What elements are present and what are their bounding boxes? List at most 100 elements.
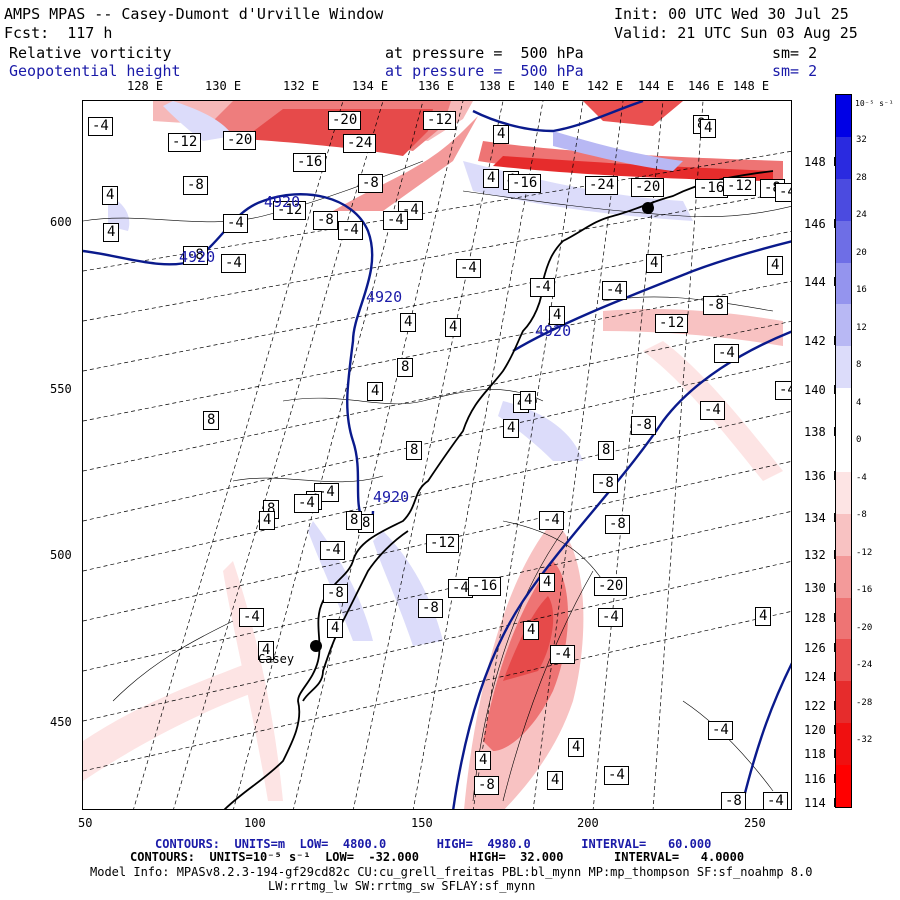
colorbar-swatch [836, 262, 851, 305]
colorbar-swatch [836, 220, 851, 264]
field2-level: at pressure = 500 hPa [385, 62, 584, 80]
vorticity-contour-label: -16 [468, 577, 502, 596]
colorbar-label: -24 [856, 660, 873, 670]
vorticity-contour-label: 8 [203, 411, 220, 430]
colorbar-label: 16 [856, 285, 867, 295]
colorbar-swatch [836, 639, 851, 682]
colorbar-swatch [836, 178, 851, 222]
top-lon-label: 134 E [352, 79, 389, 93]
vorticity-contour-label: 4 [568, 738, 585, 757]
colorbar-label: 28 [856, 172, 867, 183]
vorticity-contour-label: -4 [763, 792, 788, 809]
vorticity-contour-label: -8 [183, 246, 208, 265]
vorticity-contour-label: -12 [655, 314, 689, 333]
colorbar-swatch [836, 388, 851, 431]
colorbar-label: -8 [856, 510, 867, 520]
init-time: Init: 00 UTC Wed 30 Jul 25 [614, 5, 849, 23]
vorticity-contour-label: -12 [168, 133, 202, 152]
vorticity-contour-label: -8 [703, 296, 728, 315]
vorticity-contour-label: -4 [700, 401, 725, 420]
left-axis-label: 550 [50, 382, 72, 396]
vorticity-contour-label: 4 [646, 254, 663, 273]
vorticity-contour-label: -8 [593, 474, 618, 493]
vorticity-contour-label: -12 [273, 201, 307, 220]
map-svg [83, 101, 791, 809]
top-lon-label: 138 E [479, 79, 516, 93]
vorticity-contour-label: 4 [445, 318, 462, 337]
vorticity-contour-label: -24 [343, 134, 377, 153]
vorticity-contour-label: 4 [549, 306, 566, 325]
vorticity-contour-label: 8 [346, 511, 363, 530]
vorticity-contour-label: -4 [383, 211, 408, 230]
vorticity-contour-label: 4 [103, 223, 120, 242]
colorbar-label: -12 [856, 547, 873, 558]
vorticity-contour-label: 4 [520, 391, 537, 410]
vorticity-contour-label: -20 [594, 577, 628, 596]
bottom-axis-label: 150 [411, 816, 433, 830]
height-contour-label: 4920 [535, 322, 572, 340]
bottom-axis-label: 50 [78, 816, 93, 830]
colorbar-label: 12 [856, 322, 867, 333]
colorbar-swatch [836, 765, 851, 808]
vorticity-contour-label: 8 [406, 441, 423, 460]
vorticity-contour-label: -20 [223, 131, 257, 150]
colorbar-swatch [836, 471, 851, 515]
colorbar-swatch [836, 430, 851, 473]
colorbar-label: 32 [856, 135, 867, 145]
vorticity-contour-label: -8 [418, 599, 443, 618]
vorticity-contour-label: -4 [221, 254, 246, 273]
top-lon-label: 136 E [418, 79, 455, 93]
colorbar-label: 0 [856, 435, 862, 445]
colorbar-swatch [836, 304, 851, 347]
vorticity-contour-label: -8 [474, 776, 499, 795]
top-lon-label: 142 E [587, 79, 624, 93]
field1-smoothing: sm= 2 [772, 44, 818, 62]
vorticity-contour-label: -8 [183, 176, 208, 195]
colorbar-label: 4 [856, 397, 862, 408]
vorticity-contour-label: 8 [598, 441, 615, 460]
vorticity-contour-label: -4 [598, 608, 623, 627]
field1-name: Relative vorticity [9, 44, 172, 62]
vorticity-contour-label: 4 [700, 119, 717, 138]
top-lon-label: 146 E [688, 79, 725, 93]
vorticity-contour-label: 4 [259, 511, 276, 530]
vorticity-contour-label: 4 [767, 256, 784, 275]
vorticity-contour-label: 4 [258, 641, 275, 660]
dumont-durville-station-marker [642, 202, 654, 214]
top-lon-label: 130 E [205, 79, 242, 93]
vorticity-contour-label: -4 [714, 344, 739, 363]
colorbar-swatch [836, 346, 851, 389]
bottom-axis-label: 100 [244, 816, 266, 830]
top-lon-label: 148 E [733, 79, 770, 93]
height-contour-label: 4920 [366, 288, 403, 306]
vorticity-contour-label: 4 [475, 751, 492, 770]
colorbar [835, 94, 852, 808]
colorbar-swatch [836, 513, 851, 557]
colorbar-label: -20 [856, 622, 873, 633]
colorbar-unit-label: 10⁻⁵ s⁻¹ [855, 99, 894, 108]
field1-level: at pressure = 500 hPa [385, 44, 584, 62]
left-axis-label: 450 [50, 715, 72, 729]
plot-title: AMPS MPAS -- Casey-Dumont d'Urville Wind… [4, 5, 384, 23]
colorbar-swatch [836, 555, 851, 599]
colorbar-label: 20 [856, 247, 867, 258]
vorticity-contour-label: -8 [358, 174, 383, 193]
height-contour-info: CONTOURS: UNITS=m LOW= 4800.0 HIGH= 4980… [155, 837, 712, 851]
vorticity-contour-label: -8 [323, 584, 348, 603]
map-panel: 8-12-20-20-24-12-16-8-4-8-444-12-8-4-44-… [82, 100, 792, 810]
vorticity-contour-label: -16 [695, 179, 729, 198]
forecast-hour: Fcst: 117 h [4, 24, 113, 42]
vorticity-contour-label: -8 [313, 211, 338, 230]
vorticity-contour-label: 8 [397, 358, 414, 377]
height-contour-label: 4920 [373, 488, 410, 506]
vorticity-contour-label: 4 [493, 125, 510, 144]
colorbar-label: -32 [856, 735, 873, 745]
vorticity-contour-info: CONTOURS: UNITS=10⁻⁵ s⁻¹ LOW= -32.000 HI… [130, 850, 745, 864]
colorbar-label: -16 [856, 585, 873, 595]
model-info-physics: LW:rrtmg_lw SW:rrtmg_sw SFLAY:sf_mynn [268, 879, 536, 893]
colorbar-swatch [836, 136, 851, 180]
vorticity-contour-label: -4 [294, 494, 319, 513]
vorticity-contour-label: -4 [550, 645, 575, 664]
bottom-axis-label: 200 [577, 816, 599, 830]
vorticity-contour-label: 4 [523, 621, 540, 640]
